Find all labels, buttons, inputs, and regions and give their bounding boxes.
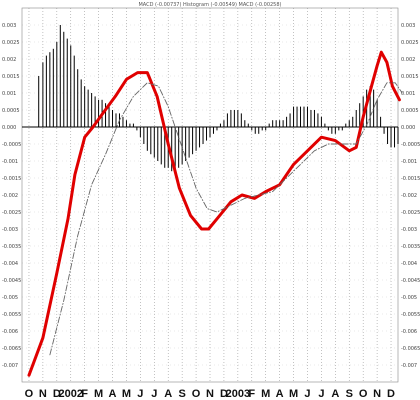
y-tick-label-left: -0.0035 <box>2 244 21 250</box>
y-tick-label-right: -0.0065 <box>401 346 420 352</box>
y-tick-label-right: -0.0045 <box>401 278 420 284</box>
x-tick-label: J <box>151 388 157 400</box>
x-tick-label: J <box>304 388 310 400</box>
y-tick-label-right: -0.0025 <box>401 210 420 216</box>
x-tick-label: 2002 <box>58 388 82 400</box>
y-tick-label-left: -0.001 <box>2 159 18 165</box>
y-tick-label-left: 0.0005 <box>2 108 20 114</box>
x-tick-label: F <box>248 388 255 400</box>
x-tick-label: O <box>192 388 201 400</box>
x-tick-label: J <box>318 388 324 400</box>
y-tick-label-right: -0.0035 <box>401 244 420 250</box>
y-tick-label-left: -0.0005 <box>2 142 21 148</box>
macd-line <box>27 50 401 377</box>
y-tick-label-left: -0.007 <box>2 363 18 369</box>
y-tick-label-right: -0.005 <box>401 295 417 301</box>
x-tick-label: M <box>289 388 298 400</box>
y-tick-label-right: -0.0055 <box>401 312 420 318</box>
y-tick-label-right: 0.001 <box>401 91 415 97</box>
x-tick-label: A <box>109 388 117 400</box>
y-axis-left: 0.003 0.0025 0.002 0.0015 0.001 0.0005 0.000 -0… <box>2 23 21 369</box>
y-tick-label-right: -0.0015 <box>401 176 420 182</box>
x-tick-label: A <box>164 388 172 400</box>
y-tick-label-right: 0.0005 <box>401 108 419 114</box>
x-tick-label: O <box>25 388 34 400</box>
plot-frame <box>21 7 399 383</box>
y-tick-label-left: -0.0025 <box>2 210 21 216</box>
y-tick-label-right: 0.002 <box>401 57 415 63</box>
x-tick-label: S <box>178 388 185 400</box>
y-tick-label-left: -0.005 <box>2 295 18 301</box>
y-tick-label-right: -0.002 <box>401 193 417 199</box>
y-tick-label-left: -0.002 <box>2 193 18 199</box>
y-tick-label-left: -0.0015 <box>2 176 21 182</box>
grid <box>21 7 399 383</box>
x-tick-label: D <box>53 388 61 400</box>
y-tick-label-left: -0.003 <box>2 227 18 233</box>
y-tick-label-left: -0.0055 <box>2 312 21 318</box>
y-tick-label-left: -0.0065 <box>2 346 21 352</box>
y-tick-label-right: 0.000 <box>401 125 415 131</box>
x-tick-label: J <box>137 388 143 400</box>
x-tick-label: F <box>81 388 88 400</box>
series-lines <box>27 50 403 377</box>
y-tick-label-left: -0.004 <box>2 261 18 267</box>
y-tick-label-left: -0.006 <box>2 329 18 335</box>
x-tick-label: M <box>261 388 270 400</box>
y-tick-label-right: -0.007 <box>401 363 417 369</box>
y-tick-label-left: 0.0025 <box>2 40 20 46</box>
x-tick-label: N <box>206 388 214 400</box>
y-axis-right: 0.003 0.0025 0.002 0.0015 0.001 0.0005 0.000 -0… <box>401 23 420 369</box>
x-tick-label: O <box>359 388 368 400</box>
histogram-bars <box>38 25 399 172</box>
y-tick-label-left: 0.000 <box>2 125 16 131</box>
y-tick-label-right: -0.004 <box>401 261 417 267</box>
x-tick-label: D <box>387 388 395 400</box>
y-tick-label-right: -0.006 <box>401 329 417 335</box>
y-tick-label-right: 0.0015 <box>401 74 419 80</box>
x-tick-label: N <box>373 388 381 400</box>
y-tick-label-right: -0.001 <box>401 159 417 165</box>
y-tick-label-left: 0.0015 <box>2 74 20 80</box>
chart-title: MACD (-0.00737) Histogram (-0.00549) MAC… <box>138 2 281 8</box>
y-tick-label-left: 0.001 <box>2 91 16 97</box>
x-tick-label: M <box>94 388 103 400</box>
signal-line <box>49 82 403 356</box>
x-tick-label: 2003 <box>226 388 250 400</box>
x-tick-label: A <box>276 388 284 400</box>
x-tick-label: D <box>220 388 228 400</box>
y-tick-label-left: 0.002 <box>2 57 16 63</box>
x-tick-label: S <box>346 388 353 400</box>
y-tick-label-right: 0.003 <box>401 23 415 29</box>
y-tick-label-right: -0.0005 <box>401 142 420 148</box>
x-tick-label: M <box>122 388 131 400</box>
x-tick-label: A <box>331 388 339 400</box>
x-tick-label: N <box>39 388 47 400</box>
y-tick-label-left: -0.0045 <box>2 278 21 284</box>
y-tick-label-right: -0.003 <box>401 227 417 233</box>
y-tick-label-right: 0.0025 <box>401 40 419 46</box>
y-tick-label-left: 0.003 <box>2 23 16 29</box>
